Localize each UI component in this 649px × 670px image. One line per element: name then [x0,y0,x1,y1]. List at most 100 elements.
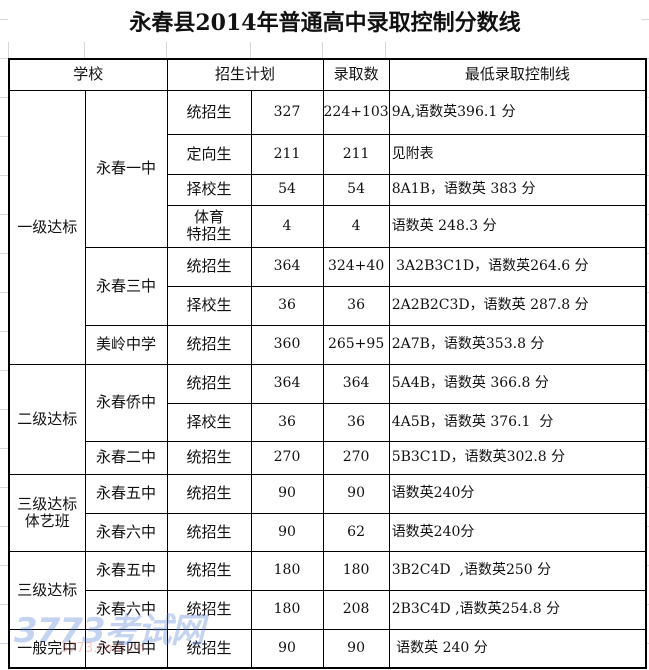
school-cell: 永春五中 [84,550,168,591]
table-row: 三级达标 永春五中 统招生 180 180 3B2C4D ,语数英250 分 [8,550,647,630]
cutoff-score-cell: 语数英240分 [388,473,647,514]
school-cell: 永春六中 [84,512,168,552]
school-cell: 美岭中学 [84,324,168,365]
table-row: 三级达标 体艺班 永春五中 统招生 90 90 语数英240分 [8,473,647,552]
school-cell: 永春四中 [84,628,168,669]
school-cell: 永春五中 [84,473,168,514]
admitted-count-cell: 364 [322,363,390,404]
plan-count-cell: 90 [250,473,324,514]
header-plan: 招生计划 [166,58,324,91]
watermark-logo: 3773考试网 [14,611,205,651]
admitted-count-cell: 54 [322,173,390,206]
cutoff-score-cell: 4A5B，语数英 376.1 分 [388,402,647,442]
plan-count-cell: 270 [250,440,324,475]
grid-line [166,42,167,58]
page-title: 永春县2014年普通高中录取控制分数线 [8,0,642,42]
table-row: 一级达标 永春一中 统招生 327 224+103 9A,语数英396.1 分 [8,89,647,365]
level-cell: 三级达标 体艺班 [8,473,86,552]
level-cell: 三级达标 [8,550,86,630]
plan-count-cell: 90 [250,628,324,669]
school-cell: 永春二中 [84,440,168,475]
level-cell: 一般完中 [8,628,86,669]
school-cell: 永春三中 [84,246,168,326]
table-row: 择校生 36 36 4A5B，语数英 376.1 分 [9,402,647,442]
admitted-count-cell: 265+95 [322,324,390,365]
table-row: 择校生 36 36 2A2B2C3D，语数英 287.8 分 [9,285,647,326]
cutoff-score-cell: 见附表 [388,133,647,175]
plan-count-cell: 36 [250,402,324,442]
cutoff-score-cell: 语数英 248.3 分 [388,204,647,248]
level-cell: 二级达标 [8,363,86,475]
cutoff-score-cell: 2A7B，语数英353.8 分 [388,324,647,365]
admission-type-cell: 择校生 [166,173,252,206]
grid-line [385,42,386,58]
cutoff-score-cell: 语数英240分 [388,512,647,552]
plan-count-cell: 180 [250,589,324,630]
table-row: 美岭中学 统招生 360 265+95 2A7B，语数英353.8 分 [9,324,647,365]
admission-type-cell: 统招生 [166,246,252,287]
grid-line [322,42,323,58]
admission-type-cell: 统招生 [166,440,252,475]
table-row: 永春二中 统招生 270 270 5B3C1D，语数英302.8 分 [9,440,647,475]
school-cell: 永春侨中 [84,363,168,442]
admitted-count-cell: 211 [322,133,390,175]
plan-count-cell: 90 [250,512,324,552]
admission-type-cell: 统招生 [166,363,252,404]
plan-count-cell: 360 [250,324,324,365]
table-row: 体育 特招生 4 4 语数英 248.3 分 [9,204,647,248]
cutoff-score-cell: 5A4B，语数英 366.8 分 [388,363,647,404]
header-admitted: 录取数 [322,58,390,91]
cutoff-score-cell: 3A2B3C1D，语数英264.6 分 [388,246,647,287]
header-row: 学校 招生计划 录取数 最低录取控制线 [8,58,647,91]
school-cell: 永春一中 [84,89,168,248]
cutoff-score-cell: 2B3C4D ,语数英254.8 分 [388,589,647,630]
admission-table: 学校 招生计划 录取数 最低录取控制线 一级达标 永春一中 统招生 327 224+10… [8,58,648,669]
admitted-count-cell: 270 [322,440,390,475]
admitted-count-cell: 90 [322,628,390,669]
table-row: 二级达标 永春侨中 统招生 364 364 5A4B，语数英 366.8 分 [8,363,647,475]
admitted-count-cell: 180 [322,550,390,591]
plan-count-cell: 36 [250,285,324,326]
admission-type-cell: 统招生 [166,473,252,514]
admitted-count-cell: 324+40 [322,246,390,287]
cutoff-score-cell: 3B2C4D ,语数英250 分 [388,550,647,591]
admitted-count-cell: 90 [322,473,390,514]
level-cell: 一级达标 [8,89,86,365]
grid-line [250,42,251,58]
admitted-count-cell: 224+103 [322,89,390,135]
admission-type-cell: 择校生 [166,285,252,326]
watermark-url: 3773.com.cn [60,641,145,656]
plan-count-cell: 327 [250,89,324,135]
plan-count-cell: 211 [250,133,324,175]
plan-count-cell: 364 [250,246,324,287]
admission-type-cell: 统招生 [166,89,252,135]
admitted-count-cell: 208 [322,589,390,630]
table-row: 一般完中 永春四中 统招生 90 90 语数英 240 分 [8,628,647,669]
admission-type-cell: 择校生 [166,402,252,442]
table-row: 永春六中 统招生 90 62 语数英240分 [9,512,647,552]
admission-type-cell: 定向生 [166,133,252,175]
plan-count-cell: 4 [250,204,324,248]
cutoff-score-cell: 8A1B，语数英 383 分 [388,173,647,206]
admission-type-cell: 体育 特招生 [166,204,252,248]
admission-type-cell: 统招生 [166,628,252,669]
plan-count-cell: 364 [250,363,324,404]
cutoff-score-cell: 2A2B2C3D，语数英 287.8 分 [388,285,647,326]
cutoff-score-cell: 5B3C1D，语数英302.8 分 [388,440,647,475]
grid-line [84,42,85,58]
table-row: 永春六中 统招生 180 208 2B3C4D ,语数英254.8 分 [9,589,647,630]
table-row: 永春三中 统招生 364 324+40 3A2B3C1D，语数英264.6 分 [9,246,647,326]
cutoff-score-cell: 9A,语数英396.1 分 [388,89,647,135]
plan-count-cell: 54 [250,173,324,206]
header-cutoff: 最低录取控制线 [388,58,647,91]
admission-type-cell: 统招生 [166,550,252,591]
table-row: 择校生 54 54 8A1B，语数英 383 分 [9,173,647,206]
admitted-count-cell: 36 [322,402,390,442]
admitted-count-cell: 36 [322,285,390,326]
header-school: 学校 [8,58,168,91]
admission-type-cell: 统招生 [166,324,252,365]
plan-count-cell: 180 [250,550,324,591]
admitted-count-cell: 4 [322,204,390,248]
admission-type-cell: 统招生 [166,512,252,552]
admitted-count-cell: 62 [322,512,390,552]
